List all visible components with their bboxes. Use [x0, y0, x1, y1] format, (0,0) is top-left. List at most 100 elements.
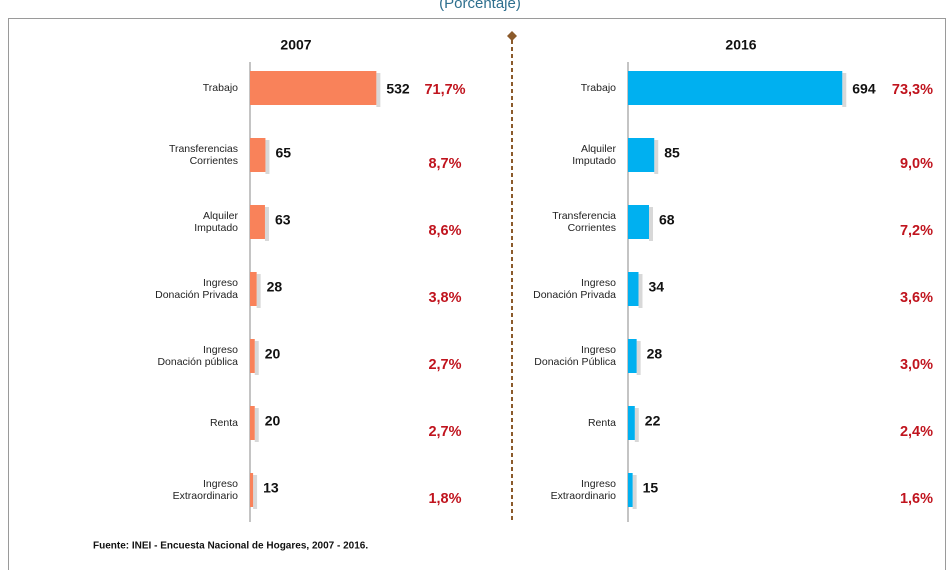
category-line: Imputado: [572, 155, 616, 167]
frame: [8, 18, 946, 570]
bar-shadow: [638, 274, 643, 308]
bar: [250, 473, 254, 507]
share-label: 8,6%: [428, 223, 461, 239]
category-line: Donación Pública: [534, 356, 616, 368]
share-label: 8,7%: [428, 156, 461, 172]
value-label: 532: [386, 81, 410, 97]
share-label: 3,6%: [900, 290, 933, 306]
share-label: 2,7%: [428, 357, 461, 373]
category-line: Ingreso: [203, 478, 238, 490]
divider-diamond: [507, 31, 517, 41]
category-label: Trabajo: [203, 82, 238, 94]
category-line: Imputado: [194, 222, 238, 234]
category-label: Ingreso Donación Pública: [534, 344, 616, 368]
bar-shadow: [265, 140, 270, 174]
category-line: Trabajo: [581, 82, 616, 94]
share-label: 1,8%: [428, 491, 461, 507]
bar: [628, 138, 655, 172]
category-line: Transferencia: [552, 210, 616, 222]
panel-title: 2007: [280, 37, 311, 53]
bar: [250, 339, 255, 373]
category-line: Alquiler: [203, 210, 239, 222]
category-line: Ingreso: [581, 478, 616, 490]
category-line: Renta: [210, 417, 238, 429]
category-label: Ingreso Donación pública: [157, 344, 238, 368]
category-line: Transferencias: [169, 143, 238, 155]
bar-shadow: [648, 207, 653, 241]
bar: [628, 473, 633, 507]
value-label: 34: [648, 279, 664, 295]
category-label: Ingreso Extraordinario: [551, 478, 617, 502]
category-label: Alquiler Imputado: [194, 210, 238, 234]
category-label: Ingreso Donación Privada: [155, 277, 238, 301]
source: Fuente: INEI - Encuesta Nacional de Hoga…: [93, 541, 368, 552]
bar-shadow: [636, 341, 641, 375]
category-line: Trabajo: [203, 82, 238, 94]
bar: [628, 272, 639, 306]
value-label: 28: [267, 279, 283, 295]
bar: [628, 406, 635, 440]
value-label: 28: [647, 346, 663, 362]
bar: [250, 71, 377, 105]
bar: [628, 71, 843, 105]
category-line: Ingreso: [581, 344, 616, 356]
share-label: 73,3%: [892, 82, 933, 98]
bar: [628, 205, 649, 239]
category-line: Alquiler: [581, 143, 617, 155]
category-label: Ingreso Extraordinario: [173, 478, 239, 502]
bar-shadow: [632, 475, 637, 509]
share-label: 1,6%: [900, 491, 933, 507]
category-label: Renta: [588, 417, 616, 429]
value-label: 68: [659, 212, 675, 228]
category-line: Extraordinario: [173, 490, 239, 502]
category-line: Donación Privada: [533, 289, 616, 301]
subtitle: (Porcentaje): [439, 0, 521, 12]
category-line: Corrientes: [568, 222, 616, 234]
category-label: Ingreso Donación Privada: [533, 277, 616, 301]
bar-shadow: [842, 73, 847, 107]
bar-shadow: [654, 140, 659, 174]
category-label: Alquiler Imputado: [572, 143, 616, 167]
category-line: Donación Privada: [155, 289, 238, 301]
share-label: 9,0%: [900, 156, 933, 172]
category-label: Renta: [210, 417, 238, 429]
category-label: Transferencia Corrientes: [552, 210, 616, 234]
category-line: Ingreso: [581, 277, 616, 289]
value-label: 85: [664, 145, 680, 161]
category-label: Transferencias Corrientes: [169, 143, 238, 167]
bar: [250, 138, 266, 172]
share-label: 3,0%: [900, 357, 933, 373]
value-label: 20: [265, 346, 281, 362]
bar-shadow: [254, 408, 259, 442]
category-line: Extraordinario: [551, 490, 617, 502]
bar-shadow: [254, 341, 259, 375]
category-line: Donación pública: [157, 356, 238, 368]
value-label: 13: [263, 480, 279, 496]
category-line: Ingreso: [203, 277, 238, 289]
bar: [250, 205, 265, 239]
bar-shadow: [376, 73, 381, 107]
share-label: 2,4%: [900, 424, 933, 440]
bar: [250, 406, 255, 440]
share-label: 7,2%: [900, 223, 933, 239]
value-label: 22: [645, 413, 661, 429]
value-label: 63: [275, 212, 291, 228]
share-label: 2,7%: [428, 424, 461, 440]
share-label: 3,8%: [428, 290, 461, 306]
bar-shadow: [253, 475, 258, 509]
value-label: 694: [852, 81, 876, 97]
bar-shadow: [256, 274, 261, 308]
bar-shadow: [264, 207, 269, 241]
category-label: Trabajo: [581, 82, 616, 94]
value-label: 65: [275, 145, 291, 161]
panel-title: 2016: [725, 37, 756, 53]
bar: [250, 272, 257, 306]
share-label: 71,7%: [424, 82, 465, 98]
category-line: Ingreso: [203, 344, 238, 356]
category-line: Corrientes: [190, 155, 238, 167]
value-label: 20: [265, 413, 281, 429]
category-line: Renta: [588, 417, 616, 429]
value-label: 15: [643, 480, 659, 496]
bar-shadow: [634, 408, 639, 442]
